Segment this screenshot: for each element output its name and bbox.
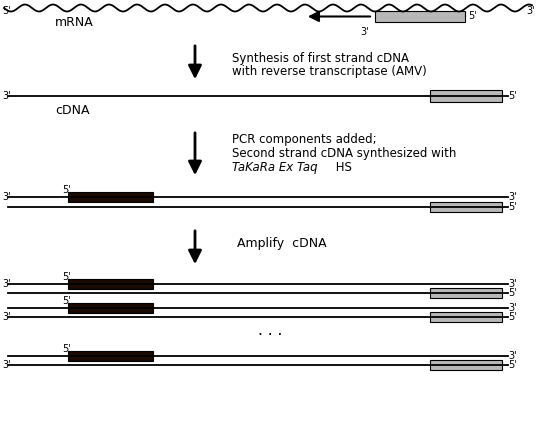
Text: 3': 3' bbox=[361, 27, 369, 37]
Text: 5': 5' bbox=[62, 272, 71, 282]
Bar bbox=[430, 312, 502, 322]
Text: 3': 3' bbox=[526, 6, 535, 16]
Text: Second strand cDNA synthesized with: Second strand cDNA synthesized with bbox=[232, 147, 456, 160]
Text: PCR components added;: PCR components added; bbox=[232, 133, 376, 146]
Text: 5': 5' bbox=[508, 288, 517, 298]
Text: 3': 3' bbox=[508, 192, 517, 202]
Text: 3': 3' bbox=[2, 360, 11, 370]
Bar bbox=[68, 192, 153, 202]
Text: with reverse transcriptase (AMV): with reverse transcriptase (AMV) bbox=[232, 65, 427, 78]
Text: 3': 3' bbox=[2, 192, 11, 202]
Text: TaKaRa Ex Taq: TaKaRa Ex Taq bbox=[232, 161, 318, 174]
Text: 3': 3' bbox=[508, 303, 517, 313]
Text: 5': 5' bbox=[468, 11, 477, 21]
Text: 3': 3' bbox=[2, 279, 11, 289]
Text: 5': 5' bbox=[62, 344, 71, 354]
Text: 5': 5' bbox=[508, 312, 517, 322]
Text: mRNA: mRNA bbox=[55, 16, 94, 29]
Text: 5': 5' bbox=[508, 202, 517, 212]
Text: 5': 5' bbox=[2, 6, 11, 16]
Bar bbox=[68, 279, 153, 289]
Bar bbox=[375, 11, 465, 22]
Bar bbox=[430, 90, 502, 102]
Text: cDNA: cDNA bbox=[55, 103, 90, 116]
Text: 5': 5' bbox=[62, 296, 71, 306]
Text: Synthesis of first strand cDNA: Synthesis of first strand cDNA bbox=[232, 52, 409, 65]
Text: Amplify  cDNA: Amplify cDNA bbox=[237, 237, 327, 251]
Text: 3': 3' bbox=[508, 351, 517, 361]
Bar bbox=[68, 351, 153, 361]
Text: · · ·: · · · bbox=[258, 329, 282, 343]
Text: 5': 5' bbox=[508, 360, 517, 370]
Text: 3': 3' bbox=[2, 91, 11, 101]
Bar bbox=[430, 202, 502, 212]
Text: 3': 3' bbox=[508, 279, 517, 289]
Text: 5': 5' bbox=[508, 91, 517, 101]
Bar bbox=[430, 360, 502, 370]
Text: 5': 5' bbox=[62, 185, 71, 195]
Text: HS: HS bbox=[332, 161, 352, 174]
Bar bbox=[430, 288, 502, 298]
Text: 3': 3' bbox=[2, 312, 11, 322]
Bar bbox=[68, 303, 153, 313]
